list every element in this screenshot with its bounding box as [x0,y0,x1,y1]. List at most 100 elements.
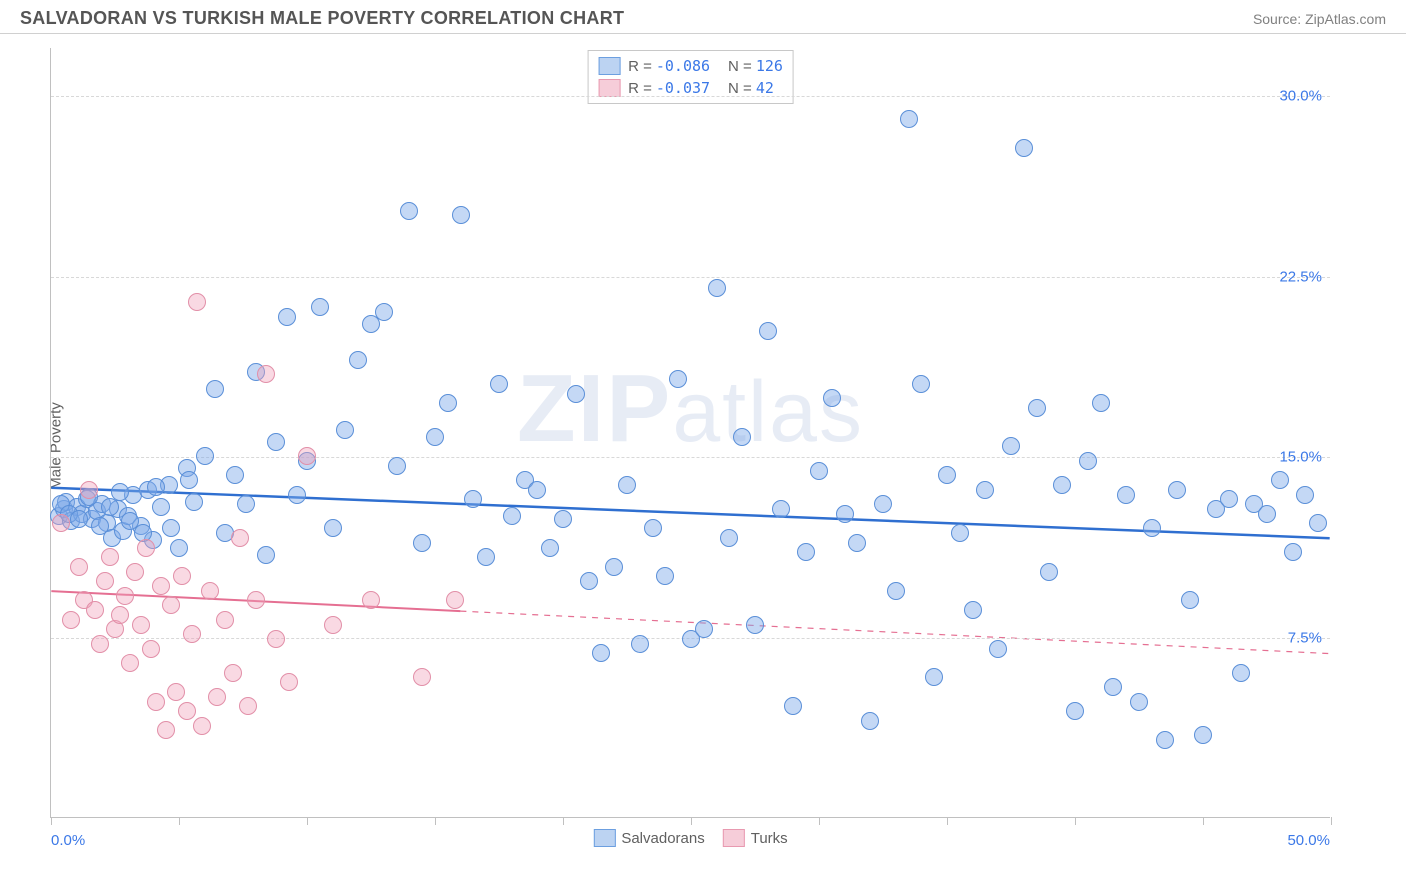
scatter-point-turks [91,635,109,653]
scatter-point-salvadorans [695,620,713,638]
scatter-point-turks [446,591,464,609]
scatter-point-turks [247,591,265,609]
scatter-point-salvadorans [185,493,203,511]
scatter-point-salvadorans [1130,693,1148,711]
x-axis-max-label: 50.0% [1287,832,1330,849]
scatter-point-salvadorans [1143,519,1161,537]
scatter-point-salvadorans [1040,563,1058,581]
legend-stats-row-salvadorans: R =-0.086 N =126 [598,55,783,77]
x-tick [307,817,308,825]
scatter-point-turks [52,514,70,532]
y-tick-label: 22.5% [1279,268,1322,285]
scatter-point-salvadorans [413,534,431,552]
scatter-point-salvadorans [618,476,636,494]
scatter-point-salvadorans [912,375,930,393]
scatter-point-turks [208,688,226,706]
scatter-point-salvadorans [810,462,828,480]
scatter-point-salvadorans [784,697,802,715]
scatter-point-salvadorans [541,539,559,557]
scatter-point-turks [162,596,180,614]
scatter-point-turks [224,664,242,682]
y-tick-label: 15.0% [1279,449,1322,466]
scatter-point-salvadorans [206,380,224,398]
scatter-point-salvadorans [196,447,214,465]
scatter-point-salvadorans [349,351,367,369]
scatter-point-salvadorans [605,558,623,576]
scatter-point-turks [193,717,211,735]
legend-swatch-turks-bottom [723,829,745,847]
scatter-point-salvadorans [490,375,508,393]
scatter-point-turks [62,611,80,629]
scatter-point-turks [116,587,134,605]
scatter-point-salvadorans [267,433,285,451]
scatter-point-salvadorans [439,394,457,412]
scatter-point-salvadorans [147,478,165,496]
scatter-point-salvadorans [464,490,482,508]
scatter-point-salvadorans [1194,726,1212,744]
legend-item-turks: Turks [723,829,788,847]
scatter-point-turks [157,721,175,739]
chart-header: SALVADORAN VS TURKISH MALE POVERTY CORRE… [0,0,1406,34]
scatter-point-salvadorans [400,202,418,220]
scatter-point-turks [324,616,342,634]
scatter-point-salvadorans [226,466,244,484]
scatter-point-turks [101,548,119,566]
scatter-point-salvadorans [733,428,751,446]
y-tick-label: 30.0% [1279,88,1322,105]
x-tick [691,817,692,825]
scatter-point-turks [147,693,165,711]
scatter-point-salvadorans [554,510,572,528]
scatter-point-salvadorans [1104,678,1122,696]
scatter-point-turks [231,529,249,547]
scatter-point-turks [239,697,257,715]
scatter-point-turks [178,702,196,720]
scatter-point-salvadorans [311,298,329,316]
scatter-point-salvadorans [162,519,180,537]
scatter-point-salvadorans [1117,486,1135,504]
x-tick [1203,817,1204,825]
scatter-point-turks [142,640,160,658]
scatter-point-salvadorans [925,668,943,686]
scatter-point-salvadorans [528,481,546,499]
scatter-point-salvadorans [237,495,255,513]
scatter-point-turks [201,582,219,600]
scatter-point-salvadorans [848,534,866,552]
scatter-point-turks [111,606,129,624]
scatter-point-salvadorans [111,483,129,501]
scatter-point-salvadorans [772,500,790,518]
scatter-point-salvadorans [1079,452,1097,470]
scatter-point-salvadorans [797,543,815,561]
scatter-point-salvadorans [426,428,444,446]
scatter-point-salvadorans [887,582,905,600]
scatter-point-salvadorans [1015,139,1033,157]
legend-item-salvadorans: Salvadorans [593,829,704,847]
scatter-point-salvadorans [503,507,521,525]
scatter-point-salvadorans [951,524,969,542]
scatter-point-salvadorans [1220,490,1238,508]
scatter-point-turks [132,616,150,634]
scatter-point-salvadorans [1092,394,1110,412]
scatter-point-salvadorans [1066,702,1084,720]
scatter-point-salvadorans [1156,731,1174,749]
legend-swatch-turks [598,79,620,97]
scatter-point-salvadorans [976,481,994,499]
scatter-point-salvadorans [1271,471,1289,489]
scatter-point-salvadorans [592,644,610,662]
legend-swatch-salvadorans-bottom [593,829,615,847]
scatter-point-salvadorans [823,389,841,407]
scatter-point-salvadorans [644,519,662,537]
scatter-point-turks [267,630,285,648]
scatter-point-salvadorans [1284,543,1302,561]
scatter-point-salvadorans [70,510,88,528]
scatter-point-salvadorans [170,539,188,557]
watermark: ZIPatlas [517,354,864,464]
scatter-point-turks [126,563,144,581]
scatter-point-turks [413,668,431,686]
scatter-point-salvadorans [1309,514,1327,532]
scatter-point-salvadorans [388,457,406,475]
scatter-point-turks [188,293,206,311]
scatter-point-turks [167,683,185,701]
scatter-point-turks [80,481,98,499]
scatter-point-turks [137,539,155,557]
scatter-point-turks [70,558,88,576]
